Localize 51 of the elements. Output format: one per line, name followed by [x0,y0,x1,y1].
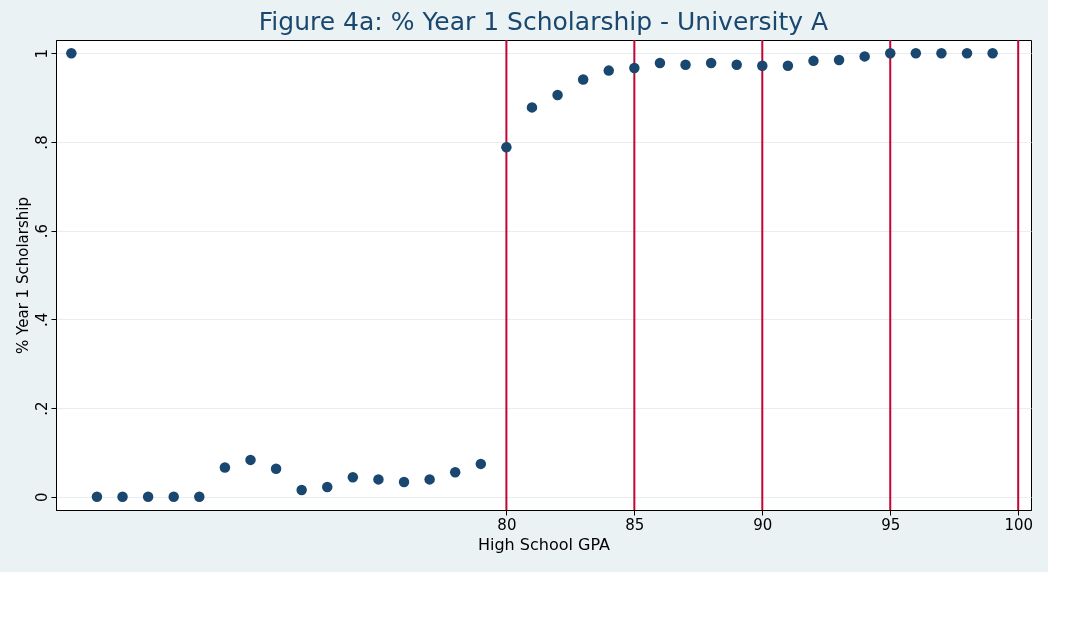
point [66,48,77,59]
point [910,48,922,59]
point [961,48,973,59]
point [501,142,512,153]
point [705,57,717,69]
point [603,65,614,76]
point [885,48,896,59]
point [859,51,870,62]
y-tick-label: 1 [32,49,51,59]
point [654,57,666,69]
point [424,474,435,485]
point [936,48,947,59]
point [322,481,333,493]
y-tick-label: .4 [32,312,51,327]
point [526,102,538,113]
point [296,484,307,496]
point [552,89,563,101]
point [833,54,845,66]
chart-title: Figure 4a: % Year 1 Scholarship - University A [258,7,829,36]
point [782,60,794,71]
point [245,454,256,466]
point [757,60,768,71]
point [475,458,487,470]
x-tick-label: 100 [1004,515,1034,534]
point [680,59,691,71]
point [347,471,359,483]
point [987,48,998,59]
point [168,491,179,502]
point [219,462,231,473]
x-axis-title: High School GPA [477,534,611,554]
point [117,491,128,502]
y-tick-label: 0 [32,492,51,502]
y-tick-label: .6 [32,224,51,239]
point [398,476,410,488]
point [142,491,154,502]
x-tick-label: 90 [753,515,773,534]
y-tick-label: .8 [32,135,51,150]
point [577,74,589,85]
point [629,62,640,74]
x-tick-label: 95 [881,515,901,534]
y-axis-title: % Year 1 Scholarship [13,197,32,354]
point [808,55,819,67]
point [449,467,461,478]
point [194,491,205,502]
x-tick-label: 85 [625,515,645,534]
x-tick-label: 80 [497,515,517,534]
point [731,59,742,71]
y-tick-label: .2 [32,401,51,416]
point [270,463,282,474]
point [91,491,103,502]
point [373,474,384,485]
